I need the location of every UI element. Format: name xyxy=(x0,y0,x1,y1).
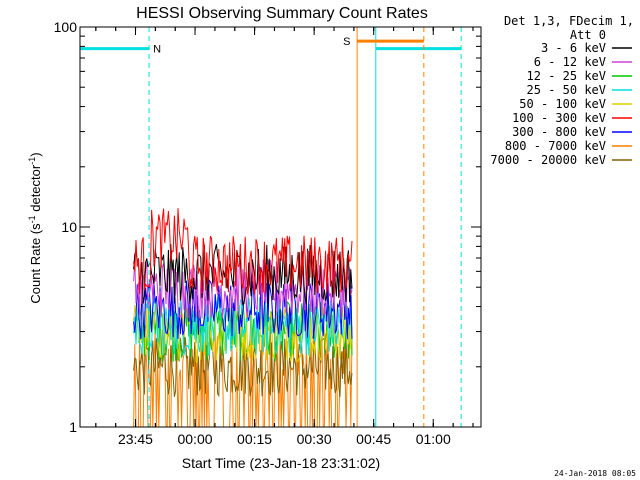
x-tick-label: 01:00 xyxy=(416,431,451,447)
chart-title: HESSI Observing Summary Count Rates xyxy=(136,5,428,22)
footer-date: 24-Jan-2018 08:05 xyxy=(554,469,636,478)
axes-layer: 23:45 00:00 00:15 00:30 00:45 01:00 1 10 100 xyxy=(54,19,482,447)
x-tick-label: 00:30 xyxy=(297,431,332,447)
x-axis-label: Start Time (23-Jan-18 23:31:02) xyxy=(182,455,380,471)
legend-label: 25 - 50 keV xyxy=(527,83,606,97)
series-line xyxy=(133,208,353,295)
x-tick-label: 00:15 xyxy=(237,431,272,447)
y-axis-label: Count Rate (s-1 detector-1) xyxy=(27,152,43,303)
legend-label: 800 - 7000 keV xyxy=(505,139,606,153)
series-25to50keV xyxy=(133,295,353,357)
x-tick-label: 23:45 xyxy=(118,431,153,447)
series-line xyxy=(133,336,353,398)
x-tick-label: 00:45 xyxy=(356,431,391,447)
series-line xyxy=(133,302,353,363)
overlay-layer: NS xyxy=(79,27,462,427)
y-tick-label: 100 xyxy=(54,19,78,35)
legend-label: 300 - 800 keV xyxy=(512,125,606,139)
series-line xyxy=(133,295,353,357)
legend-label: 100 - 300 keV xyxy=(512,111,606,125)
series-50to100keV xyxy=(133,302,353,363)
legend-header-line1: Det 1,3, FDecim 1, xyxy=(504,14,634,28)
series-7000to20000keV xyxy=(133,336,353,398)
legend-label: 6 - 12 keV xyxy=(534,55,606,69)
x-tick-label: 00:00 xyxy=(177,431,212,447)
legend-label: 12 - 25 keV xyxy=(527,69,606,83)
y-tick-label: 1 xyxy=(69,419,77,435)
data-layer xyxy=(133,208,353,428)
legend-header-line2: Att 0 xyxy=(570,28,606,42)
y-tick-label: 10 xyxy=(61,219,77,235)
legend-label: 7000 - 20000 keV xyxy=(490,153,606,167)
legend-label: 50 - 100 keV xyxy=(519,97,606,111)
saa-label: S xyxy=(343,36,350,48)
series-100to300keV xyxy=(133,208,353,295)
night-label: N xyxy=(153,44,161,56)
legend-label: 3 - 6 keV xyxy=(541,41,606,55)
